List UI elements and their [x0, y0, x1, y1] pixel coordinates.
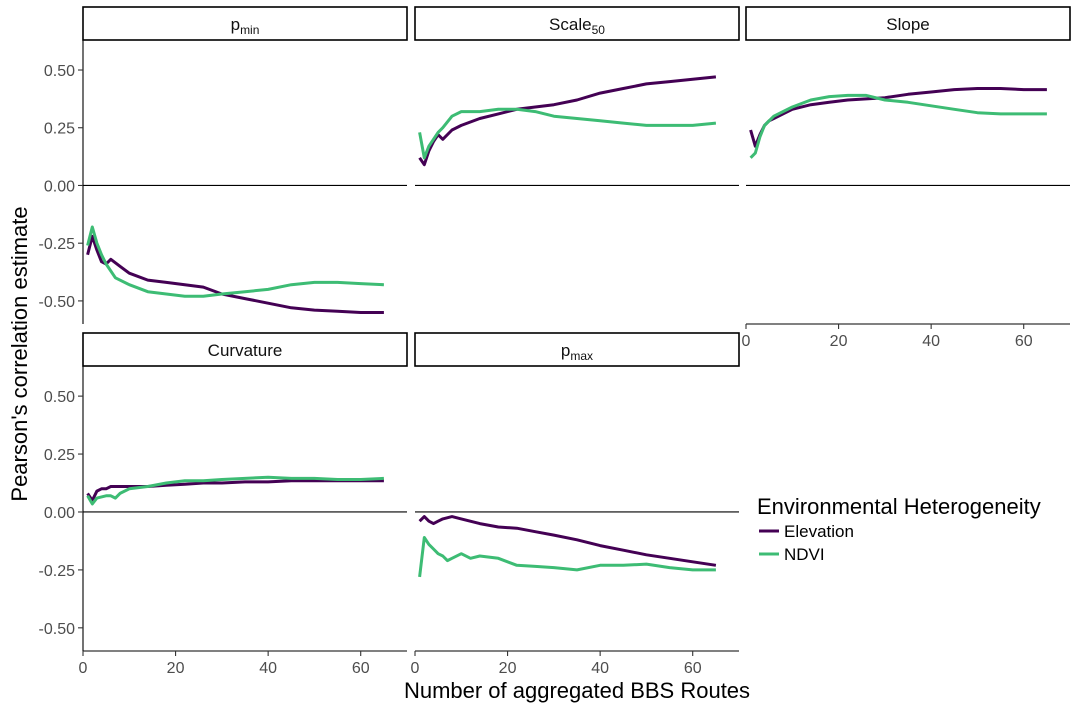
x-tick-label: 20 — [499, 660, 517, 677]
x-axis-title: Number of aggregated BBS Routes — [404, 678, 750, 703]
x-tick-label: 0 — [411, 660, 420, 677]
series-line-elevation — [749, 87, 1047, 148]
series-line-ndvi — [418, 536, 716, 578]
facet-strip-label: pmax — [561, 341, 593, 363]
y-tick-label: 0.50 — [44, 63, 75, 80]
series-line-ndvi — [749, 93, 1047, 159]
facet-strip-label: Scale50 — [549, 15, 605, 37]
series-line-elevation — [418, 515, 717, 567]
facet-panel: Slope — [745, 6, 1071, 187]
facet-strip-label: pmin — [231, 15, 260, 37]
legend-entry: NDVI — [759, 545, 825, 564]
series-line-ndvi — [418, 107, 717, 160]
facet-strip — [414, 6, 740, 41]
series-line-elevation — [86, 479, 384, 502]
x-tick-label: 20 — [167, 660, 185, 677]
series-line-elevation — [418, 75, 717, 167]
legend-entry: Elevation — [759, 522, 854, 541]
series-line-ndvi — [86, 225, 384, 298]
x-tick-label: 60 — [1015, 333, 1033, 350]
y-tick-label: 0.25 — [44, 447, 75, 464]
facet-panel: pmax — [414, 332, 740, 578]
y-tick-label: 0.50 — [44, 389, 75, 406]
x-axis: 0 20 40 60 — [742, 323, 1070, 350]
facet-panel: Scale50 — [414, 6, 740, 187]
x-tick-label: 60 — [684, 660, 702, 677]
facet-strip — [82, 332, 408, 367]
facet-strip-label: Slope — [886, 15, 929, 34]
series-line-elevation — [86, 234, 384, 314]
x-tick-label: 40 — [259, 660, 277, 677]
facet-strip — [745, 6, 1071, 41]
y-tick-label: 0.00 — [44, 505, 75, 522]
x-tick-label: 0 — [742, 333, 751, 350]
facet-panel: Curvature — [82, 332, 408, 513]
axes-layer: 0.50 0.25 0.00 -0.25 -0.50 0.50 0.25 0.00 -0.25 -… — [39, 40, 1070, 677]
x-axis: 0 20 40 60 — [411, 650, 739, 677]
legend-entries: Elevation NDVI — [759, 522, 854, 564]
y-tick-label: -0.25 — [39, 236, 76, 253]
legend-label: NDVI — [784, 545, 825, 564]
facet-strip-label: Curvature — [208, 341, 283, 360]
y-tick-label: -0.50 — [39, 294, 76, 311]
x-axis: 0 20 40 60 — [79, 650, 407, 677]
legend-title: Environmental Heterogeneity — [757, 494, 1041, 519]
x-tick-label: 40 — [591, 660, 609, 677]
y-axis-title: Pearson's correlation estimate — [7, 206, 32, 501]
y-axis: 0.50 0.25 0.00 -0.25 -0.50 — [39, 366, 84, 651]
legend: Environmental Heterogeneity Elevation NDV… — [757, 494, 1041, 564]
legend-label: Elevation — [784, 522, 854, 541]
facet-panel: pmin — [82, 6, 408, 314]
y-axis: 0.50 0.25 0.00 -0.25 -0.50 — [39, 40, 84, 324]
x-tick-label: 20 — [830, 333, 848, 350]
facet-strip — [414, 332, 740, 367]
panels-layer: pmin Scale50 Slope Curvature pmax — [82, 6, 1071, 578]
facet-strip — [82, 6, 408, 41]
x-tick-label: 60 — [352, 660, 370, 677]
series-line-ndvi — [86, 475, 384, 506]
y-tick-label: -0.25 — [39, 563, 76, 580]
x-tick-label: 40 — [922, 333, 940, 350]
y-tick-label: 0.25 — [44, 121, 75, 138]
x-tick-label: 0 — [79, 660, 88, 677]
y-tick-label: 0.00 — [44, 178, 75, 195]
y-tick-label: -0.50 — [39, 621, 76, 638]
